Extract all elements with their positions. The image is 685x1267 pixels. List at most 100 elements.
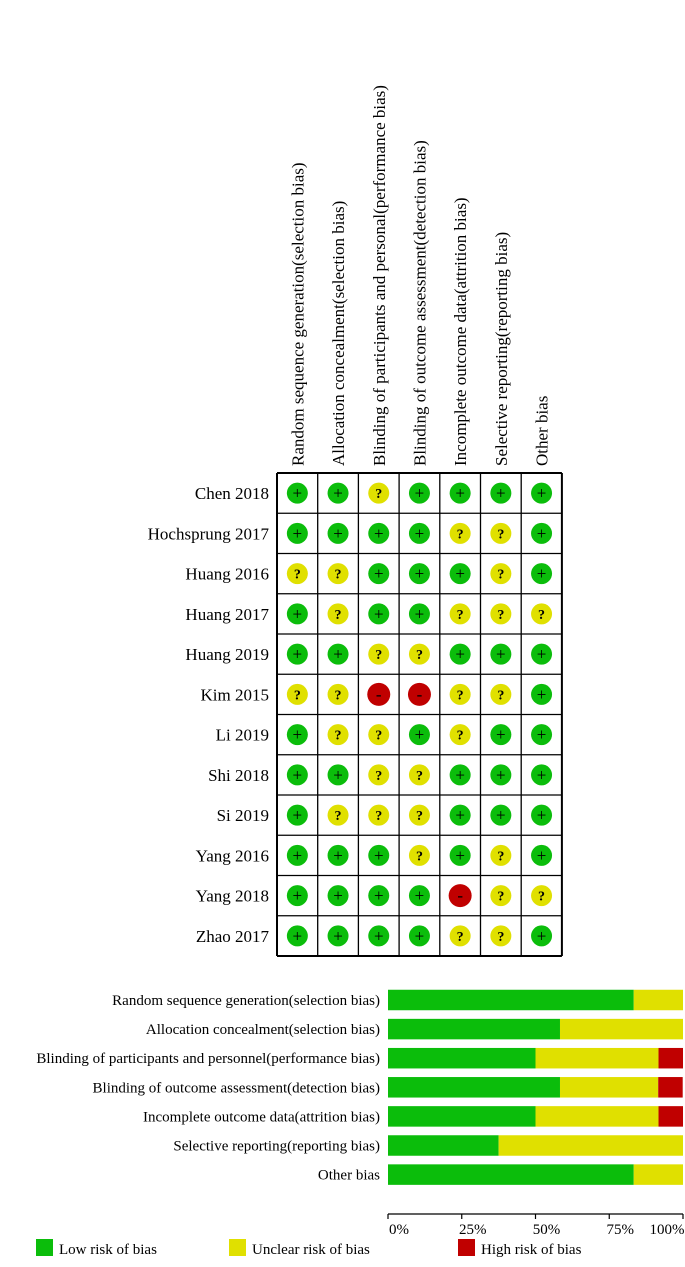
judgement-symbol-low: + bbox=[333, 926, 343, 945]
judgement-circle-low bbox=[490, 724, 512, 746]
judgement-circle-low bbox=[286, 885, 308, 907]
judgement-symbol-low: + bbox=[293, 926, 303, 945]
study-label: Huang 2016 bbox=[185, 565, 269, 584]
judgement-circle-low bbox=[531, 643, 553, 665]
judgement-symbol-unclear: ? bbox=[497, 849, 504, 864]
judgement-circle-unclear bbox=[368, 804, 390, 826]
judgement-circle-high bbox=[448, 884, 472, 908]
judgement-circle-unclear bbox=[327, 603, 349, 625]
judgement-symbol-low: + bbox=[333, 886, 343, 905]
judgement-symbol-low: + bbox=[293, 806, 303, 825]
bar-low bbox=[388, 1077, 560, 1098]
x-tick-label: 100% bbox=[650, 1222, 685, 1238]
judgement-symbol-low: + bbox=[455, 806, 465, 825]
judgement-symbol-low: + bbox=[537, 645, 547, 664]
bar-unclear bbox=[559, 1018, 683, 1040]
judgement-circle-low bbox=[449, 643, 471, 665]
judgement-symbol-low: + bbox=[496, 645, 506, 664]
judgement-symbol-unclear: ? bbox=[335, 688, 342, 703]
judgement-circle-low bbox=[286, 603, 308, 625]
judgement-circle-unclear bbox=[490, 603, 512, 625]
x-tick-label: 75% bbox=[607, 1222, 635, 1238]
column-label: Other bias bbox=[533, 396, 552, 466]
judgement-circle-unclear bbox=[490, 885, 512, 907]
judgement-symbol-unclear: ? bbox=[294, 688, 301, 703]
judgement-circle-low bbox=[531, 925, 553, 947]
x-tick-label: 0% bbox=[389, 1222, 409, 1238]
judgement-circle-low bbox=[286, 482, 308, 504]
bar-low bbox=[388, 989, 634, 1011]
column-label: Blinding of participants and personal(pe… bbox=[370, 85, 389, 466]
judgement-circle-low bbox=[449, 844, 471, 866]
judgement-circle-low bbox=[449, 482, 471, 504]
judgement-circle-low bbox=[531, 724, 553, 746]
judgement-circle-low bbox=[286, 844, 308, 866]
x-tick-label: 25% bbox=[459, 1222, 487, 1238]
bar-high bbox=[658, 1047, 683, 1069]
judgement-circle-unclear bbox=[408, 643, 430, 665]
judgement-circle-unclear bbox=[449, 683, 471, 705]
judgement-circle-unclear bbox=[490, 522, 512, 544]
study-label: Si 2019 bbox=[217, 806, 269, 825]
study-label: Yang 2018 bbox=[196, 887, 269, 906]
study-label: Li 2019 bbox=[216, 726, 269, 745]
judgement-circle-low bbox=[327, 522, 349, 544]
bar-low bbox=[388, 1135, 499, 1156]
judgement-circle-unclear bbox=[531, 603, 553, 625]
bar-unclear bbox=[535, 1047, 659, 1069]
judgement-circle-unclear bbox=[490, 683, 512, 705]
judgement-circle-low bbox=[531, 522, 553, 544]
bar-unclear bbox=[633, 989, 683, 1011]
bar-low bbox=[388, 1047, 536, 1069]
judgement-symbol-low: + bbox=[293, 846, 303, 865]
judgement-circle-unclear bbox=[286, 563, 308, 585]
judgement-symbol-unclear: ? bbox=[497, 608, 504, 623]
judgement-circle-low bbox=[368, 603, 390, 625]
judgement-circle-low bbox=[490, 643, 512, 665]
judgement-symbol-low: + bbox=[496, 725, 506, 744]
legend: Low risk of bias Unclear risk of bias High… bbox=[36, 1239, 582, 1258]
judgement-circle-low bbox=[449, 563, 471, 585]
judgement-symbol-unclear: ? bbox=[375, 769, 382, 784]
judgement-symbol-unclear: ? bbox=[416, 648, 423, 663]
judgement-circle-unclear bbox=[449, 603, 471, 625]
judgement-symbol-low: + bbox=[293, 524, 303, 543]
column-label: Blinding of outcome assessment(detection… bbox=[410, 140, 429, 466]
judgement-symbol-low: + bbox=[415, 725, 425, 744]
study-label: Shi 2018 bbox=[208, 766, 269, 785]
legend-label-unclear: Unclear risk of bias bbox=[252, 1242, 370, 1258]
judgement-symbol-low: + bbox=[537, 846, 547, 865]
judgement-symbol-low: + bbox=[455, 484, 465, 503]
judgement-symbol-low: + bbox=[293, 886, 303, 905]
judgement-symbol-unclear: ? bbox=[375, 648, 382, 663]
judgement-symbol-low: + bbox=[455, 645, 465, 664]
judgement-circle-low bbox=[449, 804, 471, 826]
judgement-symbol-unclear: ? bbox=[375, 487, 382, 502]
judgement-symbol-low: + bbox=[333, 765, 343, 784]
bar-unclear bbox=[535, 1106, 659, 1127]
judgement-symbol-unclear: ? bbox=[375, 729, 382, 744]
judgement-symbol-unclear: ? bbox=[497, 930, 504, 945]
study-label: Huang 2019 bbox=[185, 645, 269, 664]
judgement-circle-low bbox=[368, 844, 390, 866]
judgement-symbol-unclear: ? bbox=[335, 568, 342, 583]
judgement-circle-low bbox=[327, 885, 349, 907]
judgement-symbol-unclear: ? bbox=[497, 890, 504, 905]
judgement-symbol-unclear: ? bbox=[335, 809, 342, 824]
judgement-symbol-unclear: ? bbox=[538, 608, 545, 623]
judgement-symbol-low: + bbox=[374, 524, 384, 543]
judgement-circle-unclear bbox=[449, 925, 471, 947]
judgement-circle-low bbox=[327, 643, 349, 665]
judgement-circle-low bbox=[368, 522, 390, 544]
legend-label-high: High risk of bias bbox=[481, 1242, 582, 1258]
judgement-circle-low bbox=[531, 563, 553, 585]
judgement-circle-unclear bbox=[408, 844, 430, 866]
judgement-symbol-unclear: ? bbox=[457, 527, 464, 542]
bar-low bbox=[388, 1018, 560, 1040]
bar-unclear bbox=[498, 1135, 683, 1156]
judgement-symbol-low: + bbox=[415, 524, 425, 543]
category-label: Selective reporting(reporting bias) bbox=[173, 1139, 380, 1155]
judgement-symbol-low: + bbox=[455, 765, 465, 784]
judgement-symbol-low: + bbox=[293, 645, 303, 664]
study-label: Huang 2017 bbox=[185, 605, 269, 624]
